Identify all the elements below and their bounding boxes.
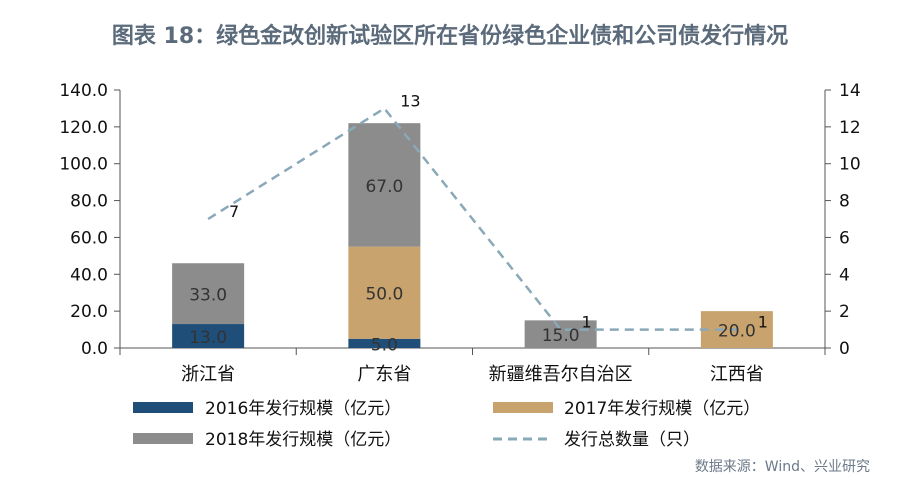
bar-data-label: 20.0 (718, 322, 756, 342)
left-tick-label: 20.0 (70, 302, 108, 322)
bar-2017 (348, 246, 421, 339)
count-data-label: 13 (400, 91, 420, 110)
category-label: 江西省 (710, 364, 764, 385)
bar-data-label: 5.0 (371, 335, 398, 355)
bar-2018 (348, 123, 421, 247)
legend-label-2016: 2016年发行规模（亿元） (205, 399, 401, 419)
legend-swatch-2017 (493, 402, 553, 413)
legend-swatch-2016 (133, 402, 193, 413)
bar-2018 (524, 320, 597, 348)
right-tick-label: 14 (839, 81, 861, 101)
bar-2018 (172, 263, 245, 325)
left-tick-label: 40.0 (70, 265, 108, 285)
right-tick-label: 8 (839, 192, 850, 212)
legend-label-count: 发行总数量（只） (564, 430, 700, 450)
right-tick-label: 0 (839, 339, 850, 359)
bar-data-label: 33.0 (189, 286, 227, 306)
legend-label-2018: 2018年发行规模（亿元） (205, 430, 401, 450)
count-data-label: 1 (582, 313, 592, 332)
bar-data-label: 13.0 (189, 328, 227, 348)
left-tick-label: 100.0 (59, 155, 108, 175)
bar-data-label: 67.0 (365, 177, 403, 197)
left-tick-label: 60.0 (70, 228, 108, 248)
bar-data-label: 50.0 (365, 285, 403, 305)
right-tick-label: 10 (839, 155, 861, 175)
legend-label-2017: 2017年发行规模（亿元） (564, 399, 760, 419)
left-tick-label: 120.0 (59, 118, 108, 138)
right-tick-label: 2 (839, 302, 850, 322)
bar-data-label: 15.0 (542, 326, 580, 346)
bar-2016 (172, 324, 245, 348)
count-data-label: 1 (758, 313, 768, 332)
count-line (207, 106, 737, 331)
left-tick-label: 80.0 (70, 192, 108, 212)
right-tick-label: 4 (839, 265, 850, 285)
category-label: 新疆维吾尔自治区 (489, 364, 633, 385)
left-tick-label: 0.0 (81, 339, 108, 359)
chart-title: 图表 18：绿色金改创新试验区所在省份绿色企业债和公司债发行情况 (111, 24, 789, 49)
bar-2016 (348, 338, 421, 348)
count-data-label: 7 (229, 202, 239, 221)
legend-swatch-2018 (133, 433, 193, 444)
source-note: 数据来源：Wind、兴业研究 (694, 459, 870, 475)
right-tick-label: 6 (839, 228, 850, 248)
category-label: 广东省 (357, 364, 411, 385)
category-label: 浙江省 (181, 364, 235, 385)
right-tick-label: 12 (839, 118, 861, 138)
left-tick-label: 140.0 (59, 81, 108, 101)
